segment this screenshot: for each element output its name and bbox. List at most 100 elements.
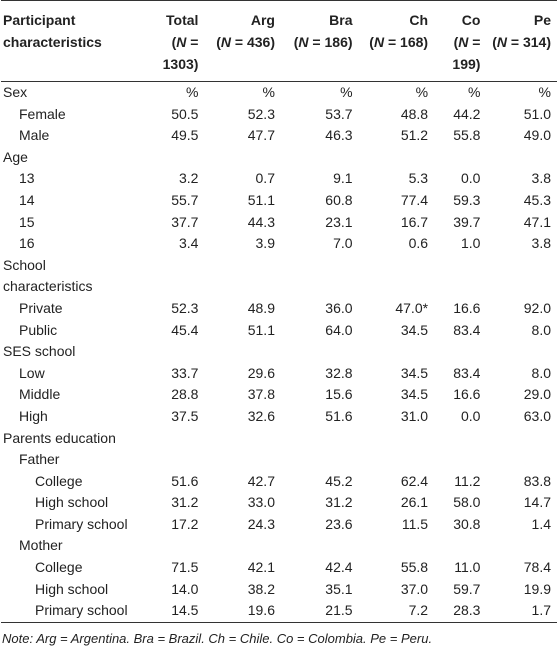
table-row: Father bbox=[1, 449, 557, 471]
row-label: Middle bbox=[19, 386, 61, 403]
cell-value: 14.0 bbox=[171, 580, 199, 597]
cell-value: 31.2 bbox=[325, 494, 353, 511]
cell-value: 11.5 bbox=[401, 515, 429, 532]
empty-cell bbox=[434, 449, 486, 471]
empty-cell bbox=[204, 341, 281, 363]
cell-value: 47.1 bbox=[523, 213, 551, 230]
cell-value: 44.2 bbox=[453, 105, 481, 122]
column-count: N bbox=[458, 34, 469, 50]
cell-value: 46.3 bbox=[325, 127, 353, 144]
table-row: College 71.5 42.1 42.4 55.8 11.0 78.4 bbox=[1, 557, 557, 579]
cell-value: 14.7 bbox=[523, 494, 551, 511]
table-row: Parents education bbox=[1, 428, 557, 450]
cell-value: 21.5 bbox=[325, 602, 353, 619]
cell-value: 7.0 bbox=[333, 235, 353, 252]
row-label: College bbox=[35, 472, 83, 489]
cell-value: 32.6 bbox=[247, 407, 275, 424]
table-row: Low 33.7 29.6 32.8 34.5 83.4 8.0 bbox=[1, 363, 557, 385]
cell-value: 37.0 bbox=[400, 580, 429, 597]
cell-value: 48.9 bbox=[247, 299, 275, 316]
row-label: Low bbox=[19, 364, 45, 381]
column-count: = 1303) bbox=[162, 34, 199, 72]
cell-value: 60.8 bbox=[325, 191, 353, 208]
cell-value: 44.3 bbox=[247, 213, 275, 230]
cell-value: 11.2 bbox=[454, 472, 481, 489]
row-label: School characteristics bbox=[3, 256, 93, 295]
empty-cell bbox=[486, 341, 557, 363]
cell-value: 23.1 bbox=[325, 213, 353, 230]
row-label: High school bbox=[35, 494, 109, 511]
cell-value: 42.7 bbox=[247, 472, 275, 489]
cell-value: 58.0 bbox=[453, 494, 481, 511]
cell-value: 51.6 bbox=[325, 407, 353, 424]
column-name: Total bbox=[166, 12, 199, 28]
cell-value: 3.9 bbox=[255, 235, 275, 252]
cell-value: 1.7 bbox=[531, 602, 551, 619]
column-header: Ch (N = 168) bbox=[358, 0, 435, 82]
column-count: = 314) bbox=[507, 34, 551, 50]
cell-value: 51.2 bbox=[400, 127, 429, 144]
cell-value: 16.7 bbox=[400, 213, 429, 230]
cell-value: 19.6 bbox=[247, 602, 275, 619]
cell-value: 8.0 bbox=[531, 364, 551, 381]
cell-value: % bbox=[262, 84, 275, 100]
cell-value: 3.2 bbox=[178, 170, 199, 187]
row-label: College bbox=[35, 559, 83, 576]
column-count: ( bbox=[216, 34, 221, 50]
empty-cell bbox=[359, 147, 435, 169]
cell-value: 78.4 bbox=[523, 559, 551, 576]
cell-value: 92.0 bbox=[523, 299, 551, 316]
table-row: Age bbox=[1, 147, 557, 169]
column-count: = 186) bbox=[308, 34, 353, 50]
cell-value: 59.3 bbox=[453, 191, 481, 208]
table-row: 13 3.2 0.7 9.1 5.3 0.0 3.8 bbox=[1, 168, 557, 190]
table-row: College 51.6 42.7 45.2 62.4 11.2 83.8 bbox=[1, 471, 557, 493]
empty-cell bbox=[281, 147, 359, 169]
empty-cell bbox=[281, 449, 359, 471]
empty-cell bbox=[486, 255, 557, 298]
cell-value: 31.0 bbox=[400, 407, 429, 424]
cell-value: 50.5 bbox=[171, 105, 199, 122]
column-header: Bra (N = 186) bbox=[280, 0, 359, 82]
empty-cell bbox=[142, 535, 204, 557]
cell-value: 1.4 bbox=[531, 515, 551, 532]
column-count: ( bbox=[369, 34, 374, 50]
cell-value: 39.7 bbox=[453, 213, 481, 230]
empty-cell bbox=[204, 255, 281, 298]
table-row: Private 52.3 48.9 36.0 47.0* 16.6 92.0 bbox=[1, 298, 557, 320]
table-row: High school 14.0 38.2 35.1 37.0 59.7 19.9 bbox=[1, 579, 557, 601]
cell-value: 48.8 bbox=[400, 105, 429, 122]
table-row: Female 50.5 52.3 53.7 48.8 44.2 51.0 bbox=[1, 104, 557, 126]
table-note: Note: Arg = Argentina. Bra = Brazil. Ch … bbox=[2, 630, 433, 646]
cell-value: 16.6 bbox=[453, 299, 481, 316]
cell-value: 23.6 bbox=[325, 515, 353, 532]
cell-value: 17.2 bbox=[171, 515, 199, 532]
cell-value: 52.3 bbox=[247, 105, 275, 122]
cell-value: 37.8 bbox=[247, 386, 275, 403]
row-label: Primary school bbox=[35, 602, 128, 619]
cell-value: 28.3 bbox=[453, 602, 481, 619]
empty-cell bbox=[142, 428, 204, 450]
row-label: SES school bbox=[3, 343, 76, 360]
column-name: Pe bbox=[533, 12, 551, 28]
cell-value: 49.0 bbox=[523, 127, 551, 144]
cell-value: 29.0 bbox=[523, 386, 551, 403]
cell-value: 3.8 bbox=[531, 235, 551, 252]
table-row: Mother bbox=[1, 535, 557, 557]
cell-value: 30.8 bbox=[453, 515, 481, 532]
header-row: Participant characteristics Total (N = 13… bbox=[1, 0, 557, 82]
column-header: Co (N = 199) bbox=[434, 0, 487, 82]
empty-cell bbox=[142, 147, 204, 169]
column-count: ( bbox=[492, 34, 497, 50]
table-row: Middle 28.8 37.8 15.6 34.5 16.6 29.0 bbox=[1, 384, 557, 406]
cell-value: 24.3 bbox=[247, 515, 275, 532]
cell-value: % bbox=[340, 84, 353, 100]
empty-cell bbox=[359, 535, 435, 557]
column-count: N bbox=[373, 34, 385, 50]
table-row: SES school bbox=[1, 341, 557, 363]
empty-cell bbox=[434, 147, 486, 169]
empty-cell bbox=[204, 449, 281, 471]
empty-cell bbox=[281, 255, 359, 298]
row-label: Public bbox=[19, 321, 58, 338]
cell-value: 52.3 bbox=[171, 299, 199, 316]
